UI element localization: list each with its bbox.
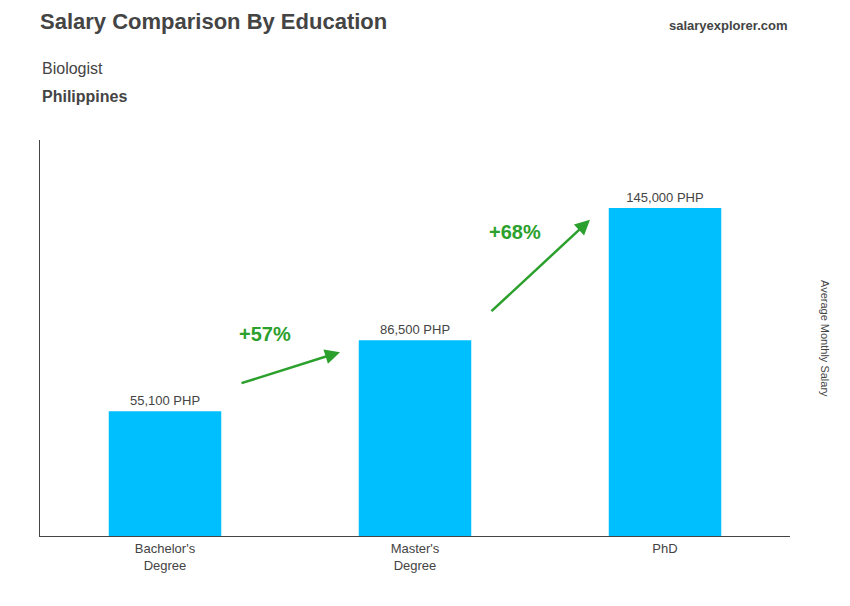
svg-text:Master'sDegree: Master'sDegree — [391, 541, 440, 573]
svg-text:PhD: PhD — [652, 541, 677, 556]
svg-text:86,500 PHP: 86,500 PHP — [380, 322, 450, 337]
svg-text:Average Monthly Salary: Average Monthly Salary — [819, 280, 831, 397]
svg-text:Philippines: Philippines — [42, 88, 127, 105]
svg-text:145,000 PHP: 145,000 PHP — [626, 190, 703, 205]
svg-text:+68%: +68% — [489, 221, 541, 243]
svg-text:salaryexplorer.com: salaryexplorer.com — [669, 18, 788, 33]
svg-text:+57%: +57% — [239, 323, 291, 345]
svg-text:Salary Comparison By Education: Salary Comparison By Education — [40, 9, 387, 34]
svg-text:55,100 PHP: 55,100 PHP — [130, 393, 200, 408]
svg-text:Bachelor'sDegree: Bachelor'sDegree — [135, 541, 196, 573]
svg-text:Biologist: Biologist — [42, 60, 103, 77]
